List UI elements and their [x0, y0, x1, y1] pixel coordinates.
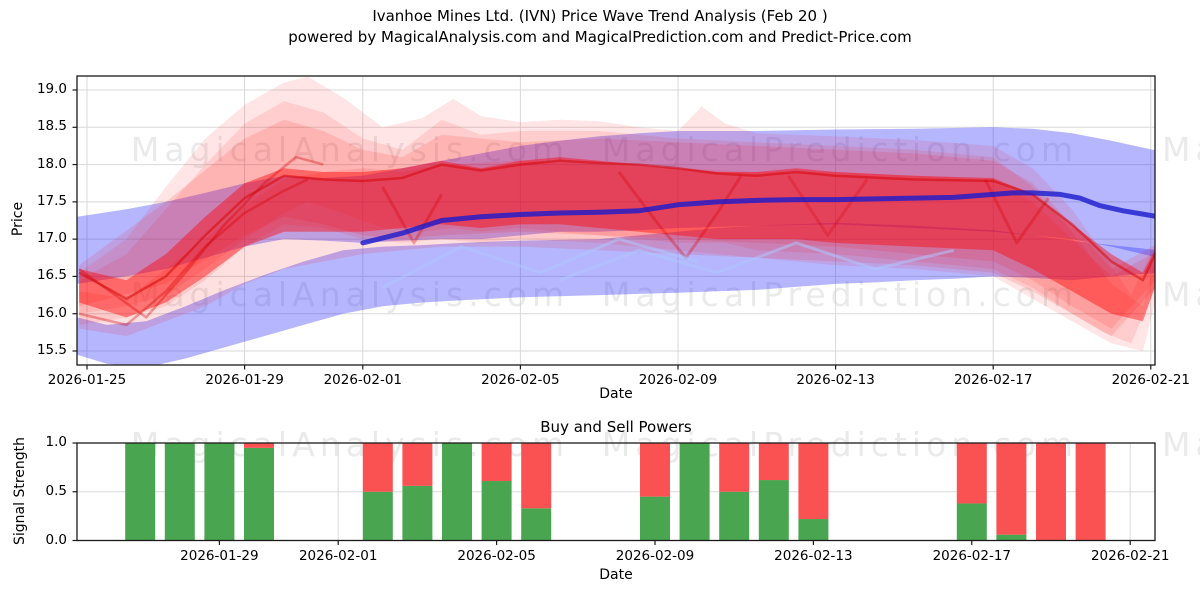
signal-chart-grid: [77, 442, 1155, 541]
blue-band-lower: [77, 222, 1155, 365]
buy-bar-2026-01-27: [125, 443, 156, 541]
watermark-right-row2: MagicalPrediction.com: [601, 275, 1079, 314]
price-ytick-15.5: 15.5: [36, 341, 67, 358]
light-streak-2: [559, 241, 955, 282]
red-trend-main: [78, 159, 1155, 301]
buy-bar-2026-02-12: [758, 480, 789, 541]
buy-bar-2026-01-29: [204, 443, 235, 541]
red-dip-1: [381, 186, 443, 245]
price-ytick-16.5: 16.5: [36, 267, 67, 284]
light-streak-1: [381, 237, 699, 289]
buy-bar-2026-02-03: [402, 485, 433, 541]
price-ytick-17.0: 17.0: [36, 230, 67, 247]
watermark-partial-row2: MagicalAnalysis.com: [1162, 275, 1200, 314]
price-chart-spines: [72, 75, 1156, 370]
signal-xtick-2026-02-17: 2026-02-17: [932, 548, 1012, 564]
sell-bar-2026-02-03: [402, 443, 433, 486]
buy-bar-2026-01-30: [244, 447, 274, 541]
watermark-partial-row3: MagicalAnalysis.com: [1162, 425, 1200, 464]
sell-bar-2026-02-06: [521, 443, 552, 509]
sell-bar-2026-02-11: [719, 443, 750, 492]
buy-bar-2026-02-09: [640, 496, 670, 541]
buy-sell-chart-title: Buy and Sell Powers: [540, 418, 692, 436]
sell-bar-2026-02-17: [956, 443, 987, 504]
signal-chart-date-label: Date: [599, 567, 633, 583]
sell-bar-2026-02-19: [1036, 443, 1066, 541]
signal-xtick-2026-02-21: 2026-02-21: [1090, 548, 1170, 564]
watermark-right-row1: MagicalPrediction.com: [601, 130, 1079, 169]
sell-bar-2026-02-12: [758, 443, 789, 481]
price-xtick-2026-02-21: 2026-02-21: [1111, 372, 1191, 388]
signal-ytick-0.5: 0.5: [45, 482, 67, 499]
sell-bar-2026-02-20: [1075, 443, 1106, 541]
price-ytick-19.0: 19.0: [36, 81, 67, 97]
signal-chart-spines: [72, 442, 1156, 545]
price-ytick-17.5: 17.5: [36, 192, 67, 209]
price-xtick-2026-01-29: 2026-01-29: [205, 372, 284, 388]
price-xtick-2026-01-25: 2026-01-25: [47, 372, 127, 388]
price-chart-date-label: Date: [599, 386, 633, 402]
buy-bar-2026-01-28: [164, 443, 195, 541]
buy-bar-2026-02-02: [362, 491, 393, 541]
red-streak-a: [78, 178, 309, 327]
buy-sell-bars: [125, 443, 1106, 541]
buy-bar-2026-02-04: [442, 443, 472, 541]
signal-xtick-2026-02-09: 2026-02-09: [615, 548, 695, 564]
red-streak-b: [78, 155, 324, 319]
sell-bar-2026-02-02: [362, 443, 393, 492]
price-ytick-18.5: 18.5: [36, 118, 67, 135]
red-fan-3: [79, 119, 1155, 329]
watermark-left-row1: MagicalAnalysis.com: [130, 130, 570, 169]
figure-title: Ivanhoe Mines Ltd. (IVN) Price Wave Tren…: [372, 7, 828, 25]
price-xtick-2026-02-09: 2026-02-09: [638, 372, 718, 388]
buy-bar-2026-02-11: [719, 491, 750, 541]
price-wave-layers: [77, 76, 1155, 365]
buy-bar-2026-02-17: [956, 503, 987, 541]
buy-bar-2026-02-05: [481, 481, 512, 541]
price-xtick-2026-02-13: 2026-02-13: [796, 372, 875, 388]
buy-bar-2026-02-13: [798, 519, 829, 541]
signal-ytick-0.0: 0.0: [45, 531, 67, 548]
signal-xtick-2026-01-29: 2026-01-29: [180, 548, 259, 564]
sell-bar-2026-02-18: [996, 443, 1027, 535]
figure-subtitle: powered by MagicalAnalysis.com and Magic…: [288, 28, 912, 46]
signal-xtick-2026-02-01: 2026-02-01: [298, 548, 378, 564]
signal-xtick-2026-02-05: 2026-02-05: [457, 548, 536, 564]
red-fan-low: [79, 160, 1155, 337]
blue-trend-line: [360, 190, 1155, 246]
buy-bar-2026-02-06: [521, 508, 552, 541]
buy-bar-2026-02-18: [996, 534, 1027, 541]
buy-bar-2026-02-10: [679, 443, 710, 541]
price-xtick-2026-02-17: 2026-02-17: [953, 372, 1033, 388]
sell-bar-2026-02-09: [640, 443, 670, 497]
red-dip-4: [983, 178, 1050, 245]
sell-bar-2026-01-30: [244, 443, 274, 448]
watermark-left-row2: MagicalAnalysis.com: [130, 275, 570, 314]
price-xtick-2026-02-05: 2026-02-05: [481, 372, 560, 388]
signal-ytick-1.0: 1.0: [45, 434, 67, 450]
price-ytick-16.0: 16.0: [36, 304, 67, 321]
sell-bar-2026-02-13: [798, 443, 829, 520]
red-fan-2: [79, 101, 1155, 351]
price-xtick-2026-02-01: 2026-02-01: [323, 372, 403, 388]
blue-band-upper: [77, 127, 1155, 284]
signal-xtick-2026-02-13: 2026-02-13: [774, 548, 853, 564]
watermark-partial-row1: MagicalAnalysis.com: [1162, 130, 1200, 169]
price-ytick-18.0: 18.0: [36, 155, 67, 172]
sell-bar-2026-02-05: [481, 443, 512, 482]
price-chart-grid: [77, 76, 1155, 365]
